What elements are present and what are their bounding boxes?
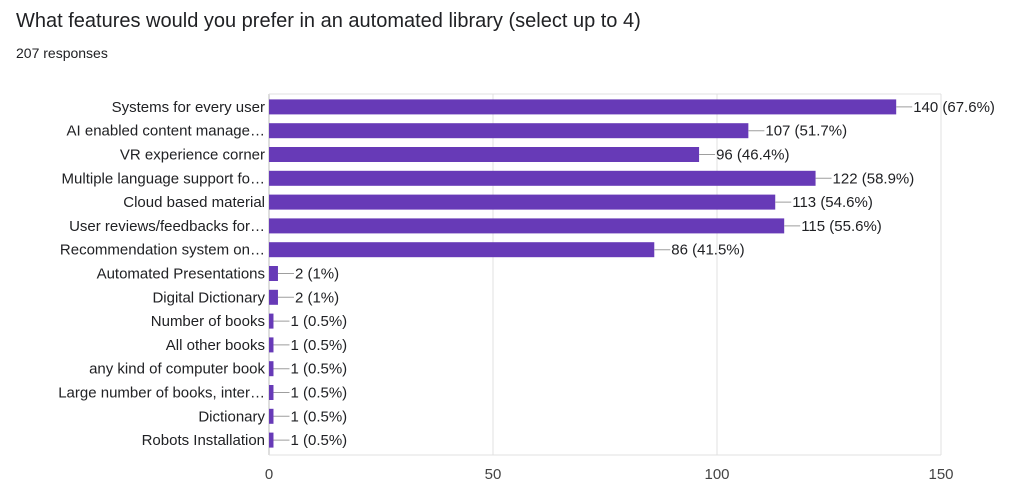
category-label: AI enabled content manage…	[67, 123, 265, 140]
category-label: Systems for every user	[112, 99, 265, 116]
data-label: 1 (0.5%)	[290, 432, 347, 449]
bar	[269, 289, 278, 305]
x-tick-label: 0	[265, 466, 273, 482]
data-label: 1 (0.5%)	[290, 361, 347, 378]
response-count: 207 responses	[16, 45, 108, 61]
category-label: Dictionary	[198, 408, 265, 425]
data-label: 122 (58.9%)	[833, 170, 915, 187]
category-label: Large number of books, inter…	[58, 385, 265, 402]
data-label: 86 (41.5%)	[671, 242, 744, 259]
data-label: 1 (0.5%)	[290, 408, 347, 425]
data-label: 115 (55.6%)	[801, 218, 882, 235]
data-label: 1 (0.5%)	[290, 337, 347, 354]
bar	[269, 123, 749, 139]
category-label: All other books	[166, 337, 265, 354]
bar	[269, 408, 274, 424]
bar	[269, 385, 274, 400]
category-label: any kind of computer book	[89, 361, 265, 378]
category-label: User reviews/feedbacks for…	[69, 218, 265, 235]
data-label: 96 (46.4%)	[716, 147, 789, 164]
category-label: Recommendation system on…	[60, 242, 265, 259]
bar	[269, 361, 274, 377]
bar	[269, 313, 274, 329]
bar	[269, 99, 897, 115]
bar	[269, 266, 278, 281]
data-label: 2 (1%)	[295, 289, 339, 306]
data-label: 1 (0.5%)	[290, 385, 347, 402]
category-label: Cloud based material	[123, 194, 265, 211]
category-label: Number of books	[151, 313, 265, 330]
x-tick-label: 150	[928, 466, 953, 482]
bar	[269, 170, 816, 186]
bar	[269, 242, 655, 258]
category-label: Multiple language support fo…	[62, 170, 265, 187]
category-label: Robots Installation	[142, 432, 265, 449]
bar	[269, 432, 274, 448]
x-tick-label: 100	[704, 466, 729, 482]
bar	[269, 218, 785, 234]
data-label: 1 (0.5%)	[290, 313, 347, 330]
category-label: Automated Presentations	[97, 266, 265, 283]
data-label: 107 (51.7%)	[765, 123, 847, 140]
category-label: Digital Dictionary	[152, 289, 265, 306]
bar	[269, 194, 776, 210]
data-label: 140 (67.6%)	[913, 99, 995, 116]
chart-title: What features would you prefer in an aut…	[16, 10, 641, 32]
x-tick-label: 50	[485, 466, 502, 482]
bar	[269, 337, 274, 353]
bar	[269, 147, 700, 162]
data-label: 113 (54.6%)	[792, 194, 873, 211]
data-label: 2 (1%)	[295, 266, 339, 283]
category-label: VR experience corner	[120, 147, 265, 164]
